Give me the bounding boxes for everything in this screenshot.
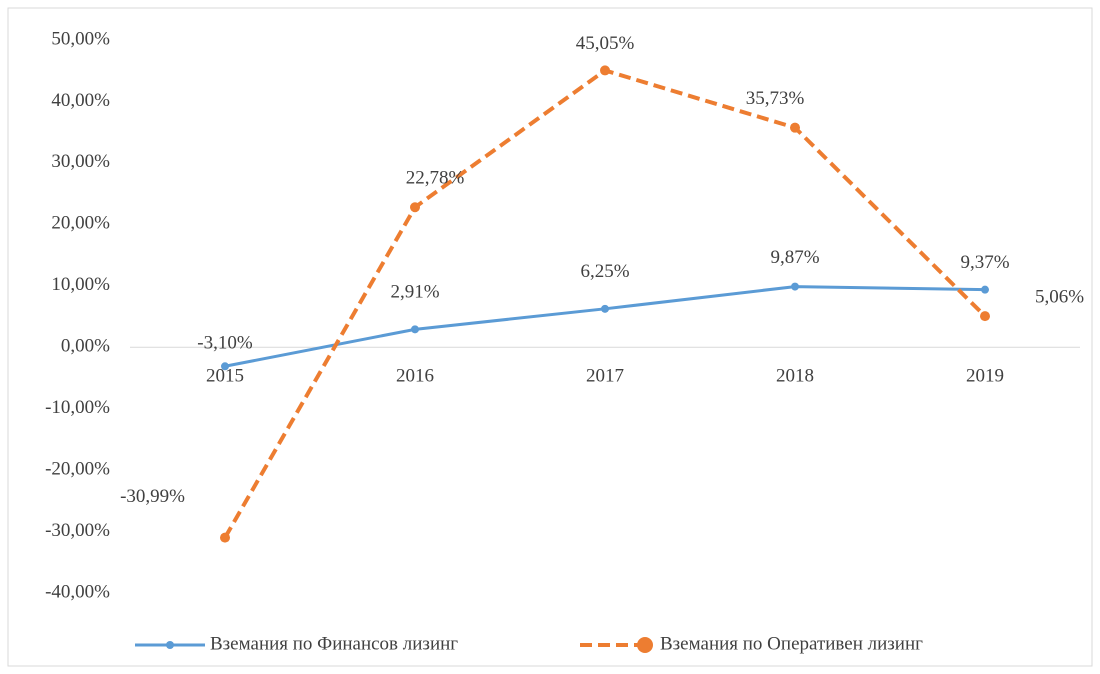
y-tick-label: 0,00% bbox=[61, 336, 110, 357]
data-label: -30,99% bbox=[120, 486, 185, 507]
x-tick-label: 2019 bbox=[966, 366, 1004, 387]
data-label: 9,87% bbox=[770, 247, 819, 268]
data-label: 35,73% bbox=[746, 88, 805, 109]
chart-frame bbox=[7, 7, 1093, 667]
legend-marker bbox=[166, 641, 174, 649]
y-tick-label: -40,00% bbox=[45, 581, 110, 602]
y-tick-label: 30,00% bbox=[51, 151, 110, 172]
data-label: -3,10% bbox=[197, 333, 253, 354]
point bbox=[411, 325, 419, 334]
point bbox=[790, 122, 800, 133]
x-tick-label: 2016 bbox=[396, 366, 434, 387]
point bbox=[791, 282, 799, 291]
y-tick-label: 50,00% bbox=[51, 28, 110, 49]
y-tick-label: 40,00% bbox=[51, 90, 110, 111]
y-tick-label: 10,00% bbox=[51, 274, 110, 295]
point bbox=[980, 311, 990, 322]
y-tick-label: -30,00% bbox=[45, 520, 110, 541]
legend-label: Вземания по Финансов лизинг bbox=[210, 633, 458, 654]
point bbox=[600, 65, 610, 76]
data-label: 45,05% bbox=[576, 33, 635, 54]
data-label: 22,78% bbox=[406, 168, 465, 189]
y-tick-label: -20,00% bbox=[45, 458, 110, 479]
data-label: 5,06% bbox=[1035, 286, 1084, 307]
data-label: 2,91% bbox=[390, 282, 439, 303]
point bbox=[221, 362, 229, 371]
x-tick-label: 2015 bbox=[206, 366, 244, 387]
x-tick-label: 2017 bbox=[586, 366, 624, 387]
point bbox=[981, 285, 989, 294]
data-label: 6,25% bbox=[580, 261, 629, 282]
y-tick-label: 20,00% bbox=[51, 213, 110, 234]
point bbox=[220, 532, 230, 543]
data-label: 9,37% bbox=[960, 252, 1009, 273]
point bbox=[410, 202, 420, 213]
legend-label: Вземания по Оперативен лизинг bbox=[660, 633, 923, 654]
x-tick-label: 2018 bbox=[776, 366, 814, 387]
point bbox=[601, 304, 609, 313]
legend-marker bbox=[637, 637, 653, 653]
y-tick-label: -10,00% bbox=[45, 397, 110, 418]
